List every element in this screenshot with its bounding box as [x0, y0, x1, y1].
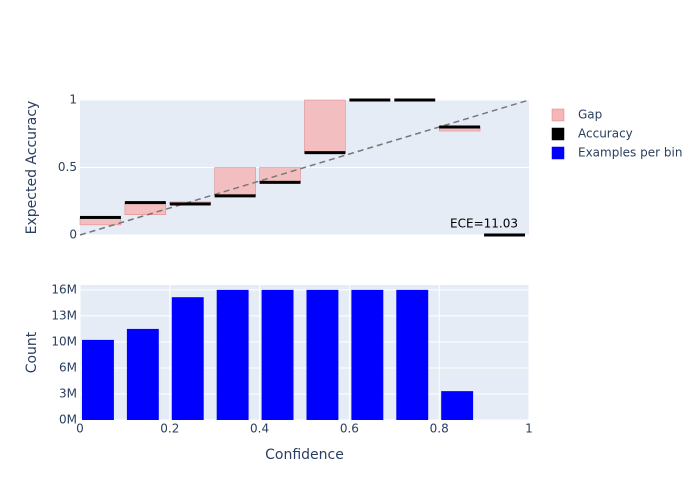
accuracy-bar: [484, 233, 525, 237]
legend-swatch: [551, 146, 565, 160]
accuracy-bar: [214, 194, 256, 198]
x-tick-label: 0.8: [430, 422, 449, 436]
legend-label: Examples per bin: [578, 146, 682, 160]
gap-bar: [304, 99, 346, 153]
y-tick-label: 3M: [59, 386, 77, 400]
y-tick-label: 10M: [51, 334, 77, 348]
count-bar: [351, 289, 384, 420]
count-bar: [82, 339, 114, 420]
accuracy-bar: [80, 215, 121, 219]
x-tick-label: 0.2: [160, 422, 179, 436]
count-bar: [216, 289, 249, 420]
x-tick-label: 1: [525, 422, 533, 436]
y-axis-title: Expected Accuracy: [24, 101, 40, 235]
x-tick-label: 0.4: [250, 422, 269, 436]
accuracy-bar: [169, 202, 211, 206]
count-bar: [396, 289, 429, 420]
reference-line: [79, 99, 530, 236]
accuracy-bar: [439, 125, 481, 129]
x-tick-label: 0.6: [340, 422, 359, 436]
accuracy-bar: [304, 151, 346, 155]
legend-label: Accuracy: [578, 127, 633, 141]
x-axis-title: Confidence: [265, 447, 344, 463]
legend-swatch: [551, 127, 565, 141]
accuracy-bar: [349, 98, 391, 102]
legend-swatch: [551, 108, 565, 122]
y-axis-title: Count: [24, 331, 40, 373]
accuracy-bar: [259, 180, 301, 184]
gap-bar: [259, 167, 301, 183]
y-tick-label: 16M: [51, 282, 77, 296]
y-tick-label: 0.5: [58, 160, 77, 174]
count-bar: [441, 391, 474, 420]
legend-label: Gap: [578, 108, 602, 122]
count-bar: [306, 289, 339, 420]
accuracy-bar: [394, 98, 436, 102]
accuracy-bar: [124, 201, 166, 205]
annotation: ECE=11.03: [450, 217, 518, 231]
y-tick-label: 0: [69, 228, 77, 242]
y-tick-label: 0M: [59, 413, 77, 427]
gap-bar: [214, 167, 256, 197]
gap-bar: [124, 202, 167, 216]
y-tick-label: 6M: [59, 360, 77, 374]
y-tick-label: 13M: [51, 308, 77, 322]
x-tick-label: 0: [76, 422, 84, 436]
count-bar: [171, 297, 204, 420]
count-bar: [126, 328, 159, 420]
count-bar: [261, 289, 294, 420]
y-tick-label: 1: [69, 93, 77, 107]
